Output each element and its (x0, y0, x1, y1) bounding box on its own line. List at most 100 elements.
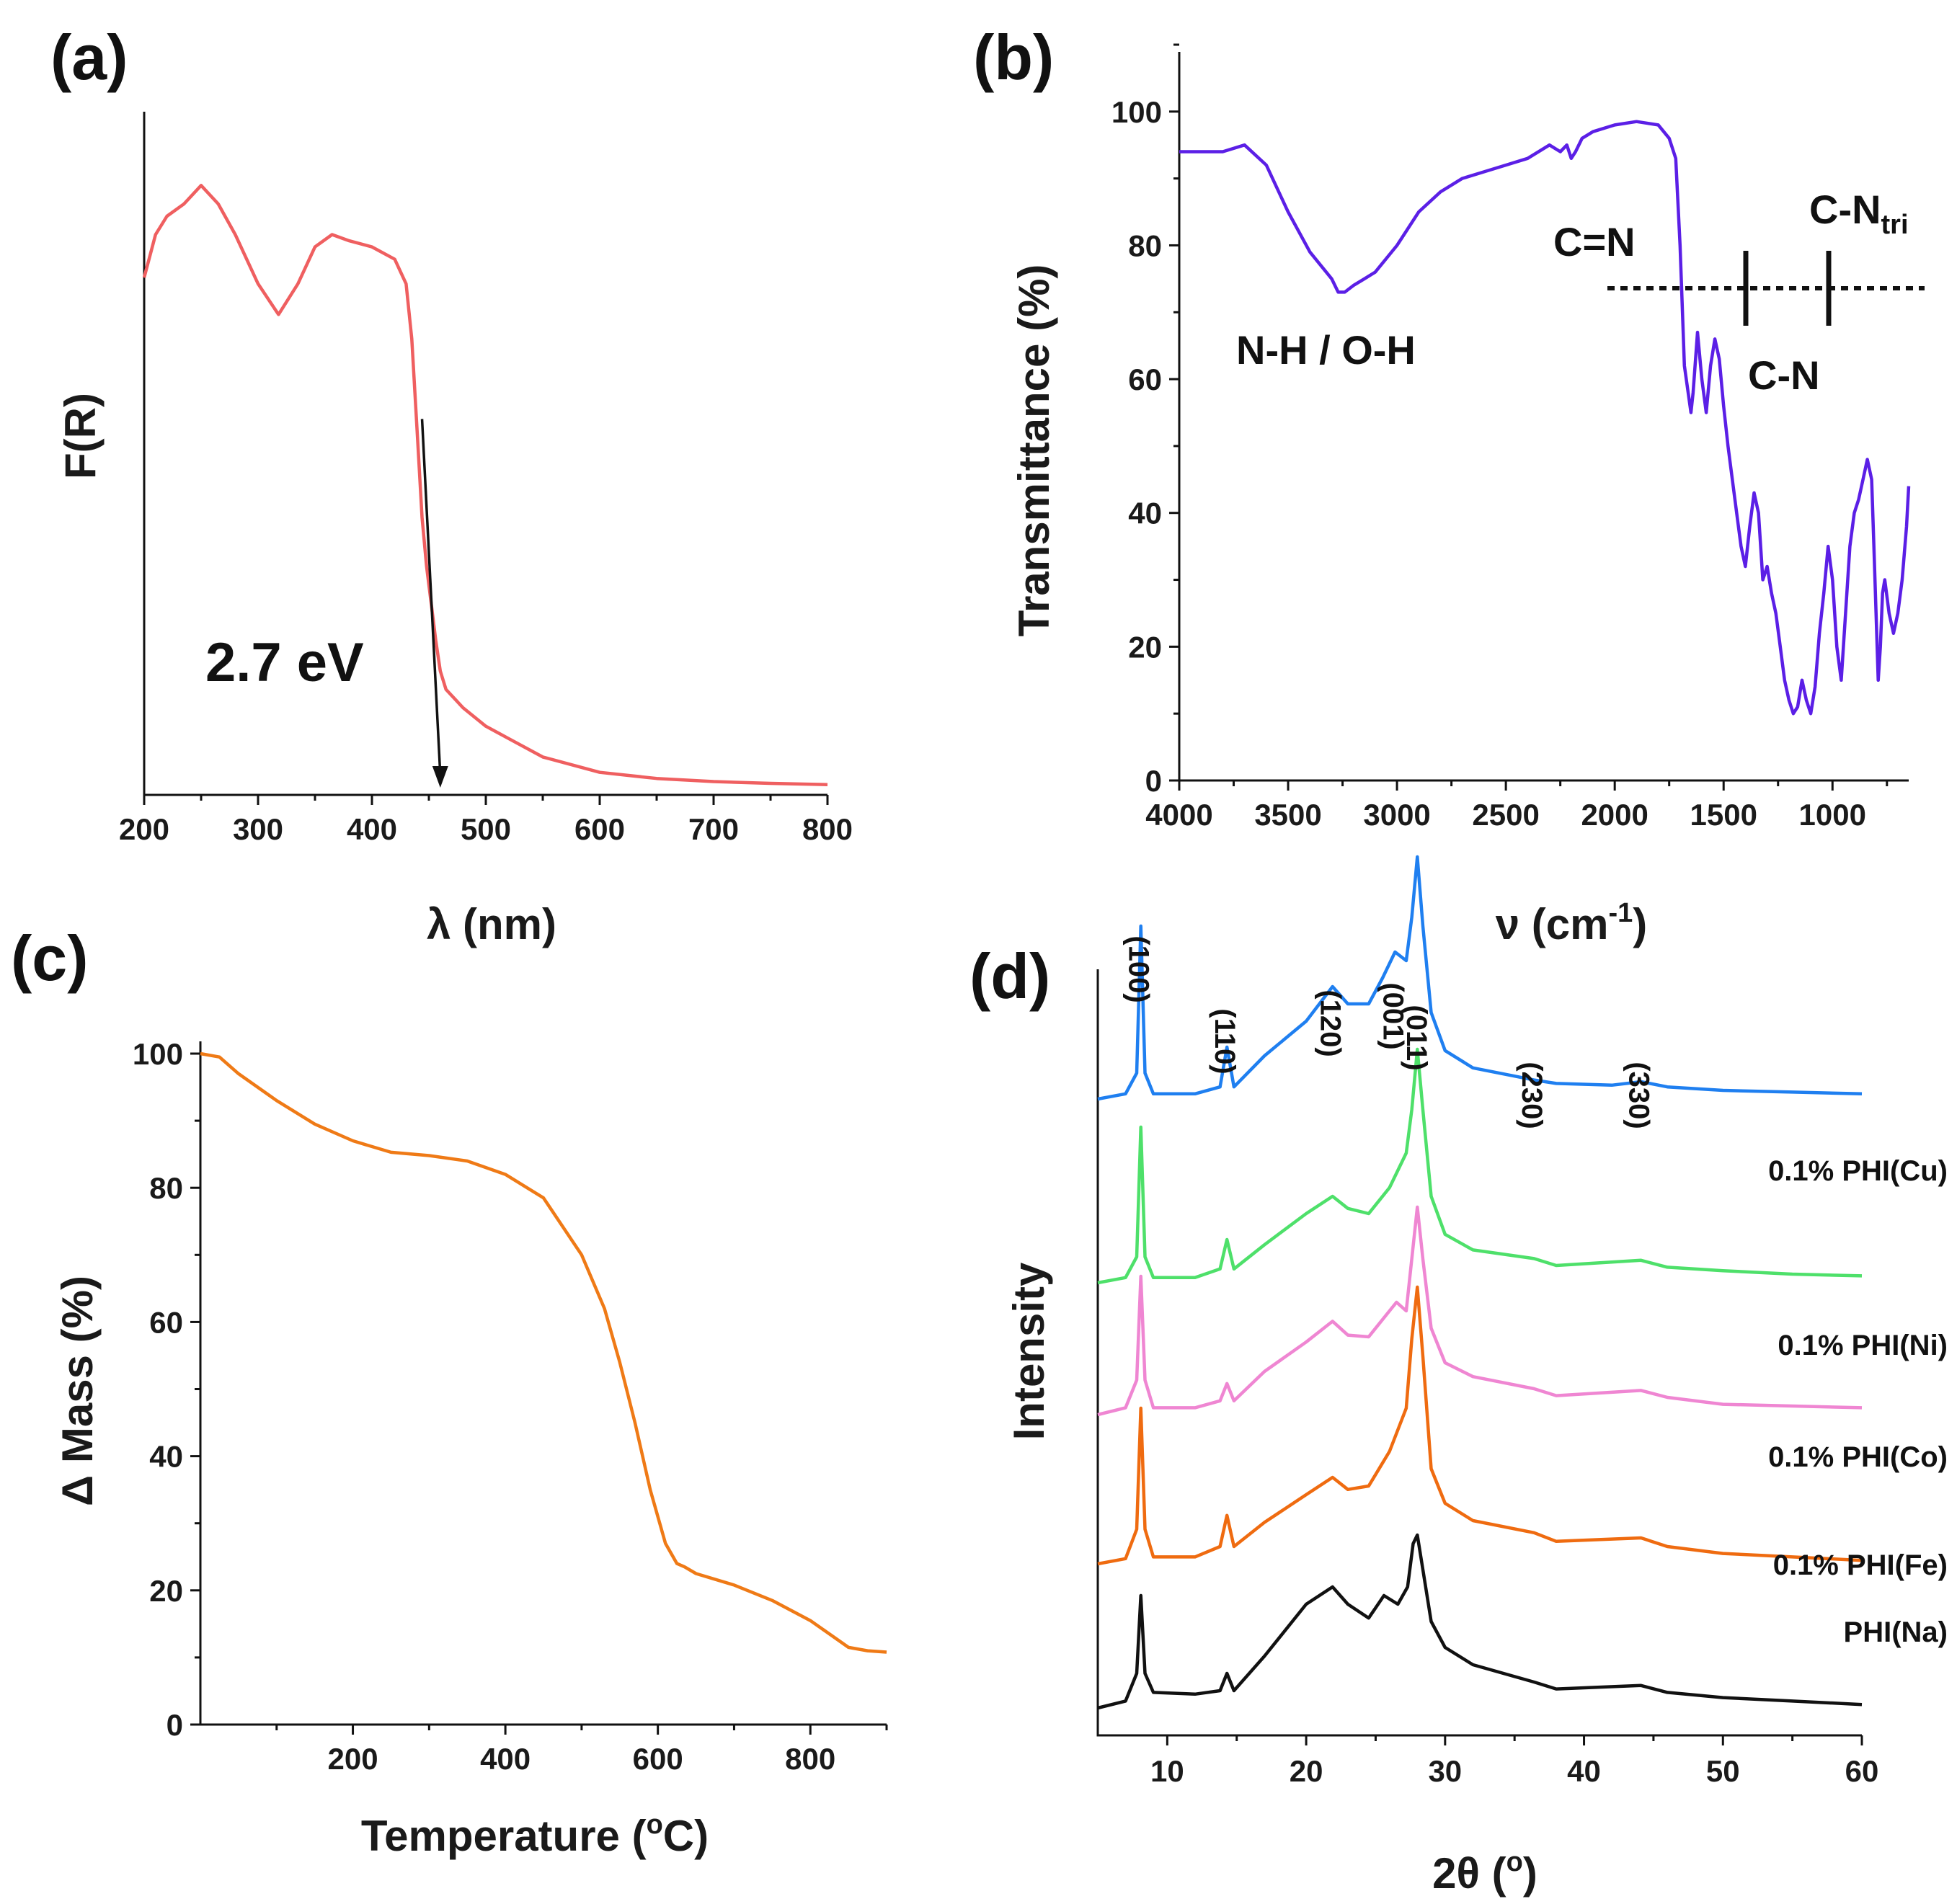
panel-d-xtick-label: 10 (1150, 1754, 1184, 1788)
panel-d-label: (d) (969, 940, 1050, 1012)
panel-c-ytick-label: 60 (149, 1305, 183, 1339)
panel-b-ytick-label: 0 (1145, 764, 1162, 798)
panel-b-xtick-label: 1000 (1799, 798, 1866, 832)
panel-d-xlabel: 2θ (o) (1432, 1847, 1537, 1898)
panel-c: (c) Δ Mass (%) Temperature (oC) 200 400 60… (11, 922, 888, 1860)
panel-c-series-line (200, 1051, 887, 1654)
cn-tri-main: C-N (1809, 187, 1881, 232)
cn-tri-annotation: C-Ntri (1809, 187, 1909, 240)
panel-c-ytick-label: 40 (149, 1440, 183, 1474)
panel-a-plot (142, 184, 828, 788)
panel-a: (a) F(R) λ (nm) 2.7 eV 200 300 400 500 600 70… (50, 22, 853, 948)
panel-b-ytick-label: 20 (1128, 630, 1162, 664)
panel-a-label: (a) (50, 22, 128, 93)
panel-c-axes (199, 1041, 887, 1726)
panel-c-xtick-label: 800 (785, 1742, 835, 1776)
panel-d-ticks: 10 20 30 40 50 60 (1096, 969, 1879, 1788)
panel-d-series-label: 0.1% PHI(Ni) (1778, 1330, 1948, 1361)
panel-d-xtick-label: 60 (1845, 1754, 1879, 1788)
panel-d-series-line (1097, 1285, 1863, 1566)
panel-a-xtick-label: 200 (119, 812, 169, 846)
panel-d-xtick-label: 40 (1567, 1754, 1601, 1788)
panel-c-ticks: 200 400 600 800 0 20 40 60 80 100 (133, 1037, 888, 1776)
panel-b-xlabel-end: ) (1633, 900, 1647, 948)
panel-a-ticks: 200 300 400 500 600 700 800 (119, 112, 853, 846)
panel-b-series-line (1179, 120, 1911, 716)
cn-tri-sub: tri (1881, 210, 1909, 240)
panel-c-ytick-label: 20 (149, 1574, 183, 1608)
panel-d: (d) Intensity 2θ (o) 10 20 30 40 50 60 (100)(… (969, 855, 1948, 1898)
nh-oh-annotation: N-H / O-H (1236, 327, 1416, 373)
panel-d-xtick-label: 30 (1428, 1754, 1462, 1788)
panel-c-ylabel: Δ Mass (%) (53, 1276, 102, 1506)
panel-a-xtick-label: 500 (461, 812, 511, 846)
panel-b-axes (1178, 52, 1909, 782)
panel-a-xlabel: λ (nm) (427, 900, 556, 948)
panel-a-ylabel: F(R) (56, 393, 105, 479)
panel-c-xlabel-end: C) (663, 1812, 709, 1860)
hkl-peak-label: (011) (1401, 1005, 1432, 1070)
panel-b: (b) Transmittance (%) ν (cm-1) N-H / O-H… (973, 22, 1925, 948)
panel-c-ytick-label: 0 (167, 1708, 183, 1742)
panel-b-xtick-label: 3500 (1254, 798, 1321, 832)
panel-c-ytick-label: 100 (133, 1037, 183, 1071)
cn-double-annotation: C=N (1553, 219, 1636, 264)
bond-region-markers (1607, 251, 1925, 326)
panel-b-ytick-label: 100 (1111, 95, 1162, 129)
panel-d-series-line (1097, 1047, 1863, 1285)
bandgap-annotation: 2.7 eV (205, 632, 364, 693)
panel-d-series-label: PHI(Na) (1844, 1616, 1948, 1648)
panel-d-xtick-label: 50 (1706, 1754, 1740, 1788)
panel-c-label: (c) (11, 922, 89, 994)
panel-c-xlabel-main: Temperature ( (361, 1812, 647, 1860)
panel-d-plot (1097, 855, 1863, 1710)
panel-a-series-line (142, 184, 828, 786)
panel-d-series-line (1097, 855, 1863, 1101)
panel-b-ytick-label: 40 (1128, 497, 1162, 530)
panel-b-xlabel-sup: -1 (1608, 898, 1633, 928)
panel-b-xtick-label: 2500 (1472, 798, 1539, 832)
panel-d-series-label: 0.1% PHI(Fe) (1773, 1549, 1948, 1581)
panel-d-hkl-labels: (100) (110) (120) (001)(011) (230) (330) (1123, 935, 1655, 1129)
panel-a-xtick-label: 400 (347, 812, 397, 846)
panel-d-series-line (1097, 1205, 1863, 1417)
panel-b-ytick-label: 60 (1128, 362, 1162, 396)
panel-c-xtick-label: 600 (633, 1742, 683, 1776)
hkl-peak-label: (100) (1123, 935, 1155, 1002)
panel-b-xlabel: ν (cm-1) (1496, 898, 1648, 948)
panel-b-ytick-label: 80 (1128, 228, 1162, 262)
hkl-peak-label: (330) (1623, 1062, 1655, 1129)
panel-c-xtick-label: 400 (480, 1742, 531, 1776)
panel-c-xlabel: Temperature (oC) (361, 1810, 709, 1860)
panel-b-xtick-label: 1500 (1690, 798, 1757, 832)
cn-annotation: C-N (1748, 352, 1820, 398)
panel-a-xtick-label: 700 (688, 812, 739, 846)
panel-d-xlabel-sup: o (1506, 1847, 1523, 1877)
panel-a-xtick-label: 800 (802, 812, 853, 846)
panel-d-series-line (1097, 1533, 1863, 1710)
panel-a-xtick-label: 600 (574, 812, 625, 846)
panel-b-plot (1179, 120, 1911, 716)
panel-d-series-labels: 0.1% PHI(Cu) 0.1% PHI(Ni) 0.1% PHI(Co) 0.1%… (1768, 1155, 1948, 1648)
panel-a-xtick-label: 300 (233, 812, 283, 846)
panel-c-ytick-label: 80 (149, 1171, 183, 1205)
panel-b-xtick-label: 2000 (1581, 798, 1648, 832)
panel-d-xlabel-end: ) (1523, 1849, 1537, 1898)
hkl-peak-label: (230) (1516, 1062, 1548, 1129)
hkl-peak-label: (120) (1315, 989, 1346, 1056)
panel-b-xlabel-main: ν (cm (1496, 900, 1609, 948)
panel-c-xtick-label: 200 (328, 1742, 378, 1776)
panel-d-xlabel-main: 2θ ( (1432, 1849, 1506, 1898)
hkl-peak-label: (001) (1377, 982, 1408, 1049)
panel-b-xtick-label: 3000 (1363, 798, 1430, 832)
panel-d-series-label: 0.1% PHI(Co) (1768, 1441, 1948, 1473)
panel-b-label: (b) (973, 22, 1054, 93)
panel-c-xlabel-sup: o (647, 1810, 663, 1840)
panel-d-xtick-label: 20 (1290, 1754, 1323, 1788)
panel-b-xtick-label: 4000 (1145, 798, 1212, 832)
panel-d-axes (1096, 969, 1862, 1737)
bandgap-arrow-line (420, 419, 442, 775)
hkl-peak-label: (110) (1209, 1008, 1241, 1074)
panel-d-series-label: 0.1% PHI(Cu) (1768, 1155, 1948, 1187)
